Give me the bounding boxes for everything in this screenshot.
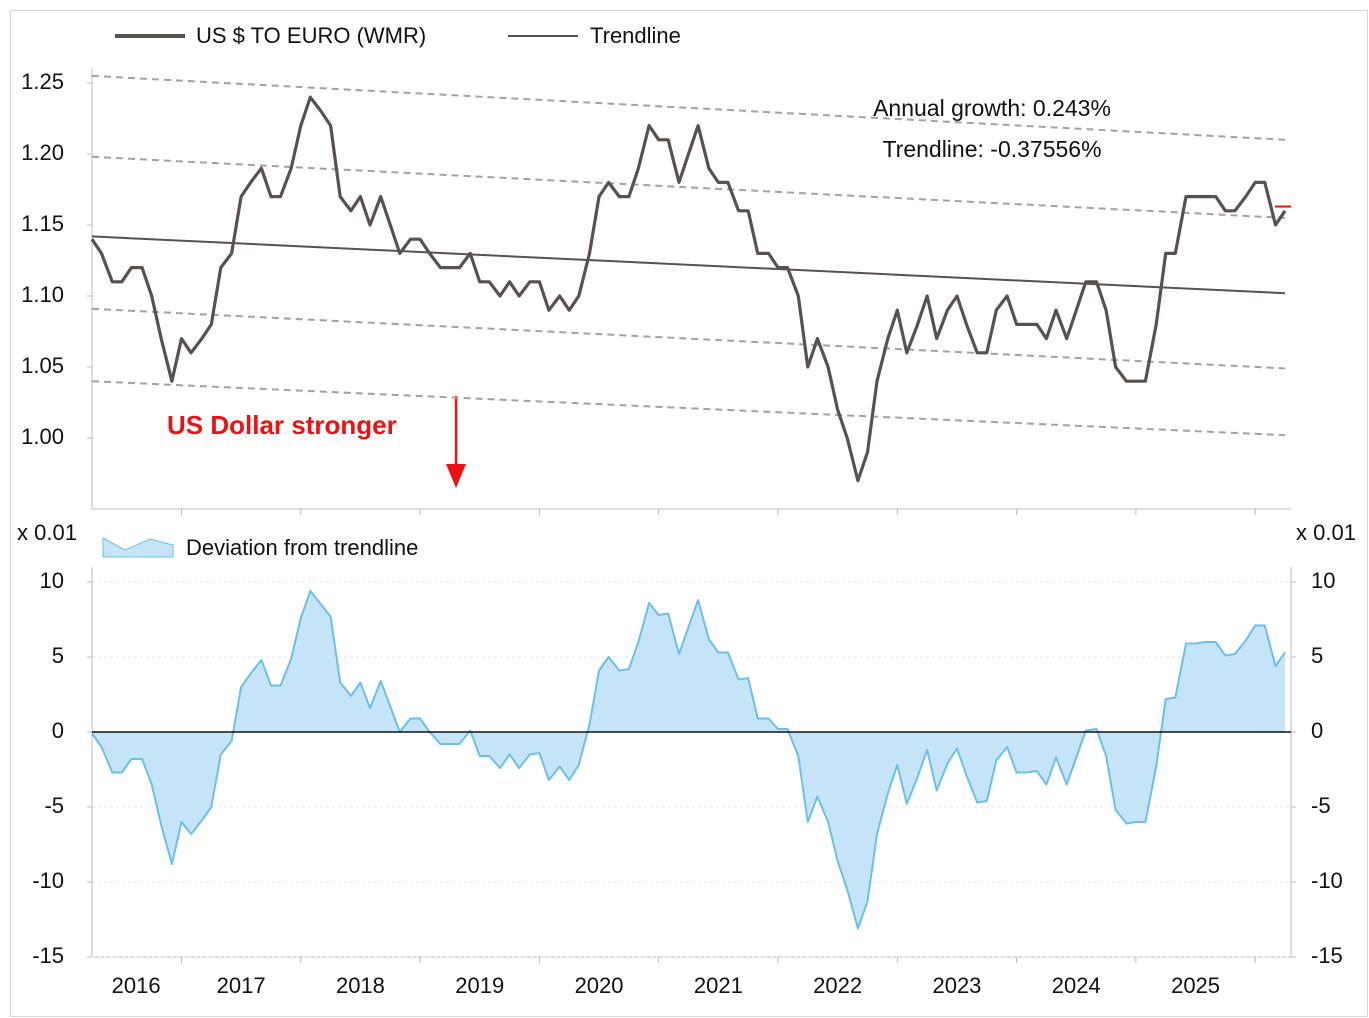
y-tick-label: -5 (44, 793, 64, 818)
y-tick-label: 10 (40, 568, 64, 593)
annotation: Annual growth: 0.243% (873, 95, 1111, 121)
y2-tick-label: 5 (1311, 643, 1323, 668)
legend: US $ TO EURO (WMR) Trendline (115, 23, 681, 48)
y-tick-label: 1.25 (21, 69, 64, 94)
y2-tick-label: -15 (1311, 943, 1343, 968)
y-tick-label: 1.00 (21, 424, 64, 449)
y2-tick-label: 10 (1311, 568, 1335, 593)
callout: US Dollar stronger (167, 410, 397, 440)
x-tick-label: 2017 (217, 973, 266, 998)
data-line (90, 95, 1287, 483)
y-tick-label: -15 (32, 943, 64, 968)
trend-line (91, 235, 1286, 295)
annotation: Trendline: -0.37556% (882, 136, 1101, 162)
y-tick-label: 5 (52, 643, 64, 668)
area (92, 591, 1285, 929)
y-tick-label: -10 (32, 868, 64, 893)
legend-label: Trendline (590, 23, 681, 48)
y-tick-label: 1.20 (21, 140, 64, 165)
x-tick-label: 2016 (112, 973, 161, 998)
y-tick-label: 1.05 (21, 353, 64, 378)
y2-unit: x 0.01 (1296, 520, 1356, 545)
channel-line (91, 155, 1286, 219)
x-tick-label: 2024 (1052, 973, 1101, 998)
y-tick-label: 1.15 (21, 211, 64, 236)
legend-swatch (102, 537, 174, 558)
y2-tick-label: 0 (1311, 718, 1323, 743)
legend-label: US $ TO EURO (WMR) (196, 23, 426, 48)
x-tick-label: 2023 (932, 973, 981, 998)
x-tick-label: 2020 (575, 973, 624, 998)
frame (10, 10, 1368, 1017)
x-tick-label: 2025 (1171, 973, 1220, 998)
x-tick-label: 2019 (455, 973, 504, 998)
legend-label: Deviation from trendline (186, 535, 418, 560)
y2-tick-label: -5 (1311, 793, 1331, 818)
y-tick-label: 1.10 (21, 282, 64, 307)
legend: Deviation from trendline (102, 535, 418, 560)
area-line (91, 590, 1286, 930)
callout-arrow (446, 396, 466, 488)
x-tick-label: 2022 (813, 973, 862, 998)
x-tick-label: 2018 (336, 973, 385, 998)
y-tick-label: 0 (52, 718, 64, 743)
arrow-head (446, 464, 466, 488)
x-tick-label: 2021 (694, 973, 743, 998)
y-unit: x 0.01 (17, 520, 77, 545)
y2-tick-label: -10 (1311, 868, 1343, 893)
